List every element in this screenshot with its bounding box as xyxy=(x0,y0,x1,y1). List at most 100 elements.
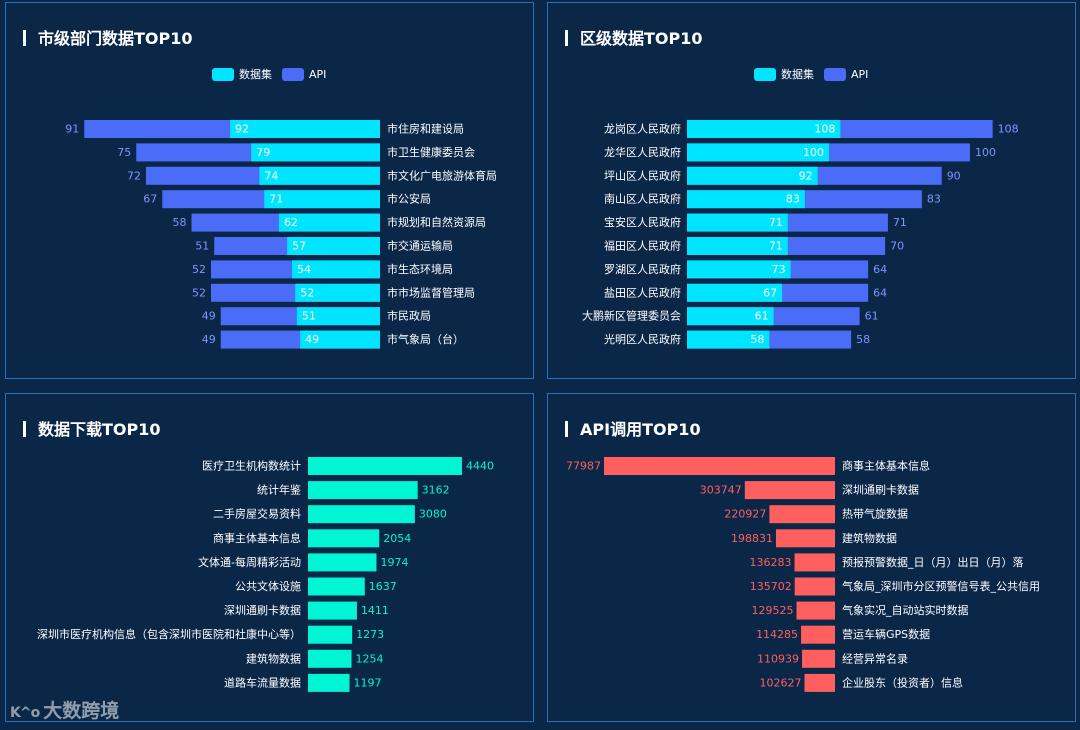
bar-dataset xyxy=(687,120,841,138)
category-label: 热带气旋数据 xyxy=(842,507,908,521)
bar xyxy=(744,481,835,500)
category-label: 深圳通刷卡数据 xyxy=(224,603,301,617)
value-label: 3080 xyxy=(419,508,447,521)
value-label: 110939 xyxy=(757,652,799,665)
value-label-dataset: 62 xyxy=(284,216,298,229)
category-label: 坪山区人民政府 xyxy=(604,168,681,182)
legend-swatch xyxy=(212,68,234,81)
value-label-dataset: 79 xyxy=(256,146,270,159)
value-label: 3162 xyxy=(422,484,450,497)
bar-dataset xyxy=(687,213,788,232)
watermark-text: 大数跨境 xyxy=(43,700,120,722)
panel-downloads: 数据下载TOP10 4440 医疗卫生机构数统计 3162 统计年鉴 3080 二手房屋交… xyxy=(5,393,534,722)
category-label: 市规划和自然资源局 xyxy=(387,215,486,229)
value-label-dataset: 61 xyxy=(755,310,769,323)
category-label: 市市场监督管理局 xyxy=(387,285,475,299)
legend-label: 数据集 xyxy=(239,67,272,81)
category-label: 商事主体基本信息 xyxy=(842,459,930,473)
bar-dataset xyxy=(264,190,380,209)
bar-dataset xyxy=(287,237,380,255)
value-label-api: 100 xyxy=(975,146,996,159)
bar xyxy=(801,625,835,644)
category-label: 医疗卫生机构数统计 xyxy=(202,459,301,473)
category-label: 二手房屋交易资料 xyxy=(213,507,301,521)
bar xyxy=(308,457,462,475)
bar-dataset xyxy=(687,190,805,209)
value-label: 102627 xyxy=(760,676,802,689)
panel-title: 区级数据TOP10 xyxy=(565,25,703,49)
panel-title: 数据下载TOP10 xyxy=(23,416,161,440)
bar xyxy=(308,577,365,596)
value-label-api: 67 xyxy=(143,193,157,206)
panel-districts: 区级数据TOP10 数据集 API 108 108 龙岗区人民政府 100 100 龙华区人民… xyxy=(547,2,1076,379)
category-label: 宝安区人民政府 xyxy=(604,215,681,229)
bar-dataset xyxy=(278,213,380,232)
watermark-logo-icon: K^o xyxy=(10,705,40,721)
value-label-api: 64 xyxy=(873,286,887,299)
bar xyxy=(804,673,835,692)
category-label: 龙华区人民政府 xyxy=(604,145,681,159)
bar-dataset xyxy=(251,143,380,162)
category-label: 光明区人民政府 xyxy=(604,332,681,346)
bar xyxy=(308,601,357,620)
value-label: 4440 xyxy=(466,460,494,473)
bar xyxy=(775,529,835,548)
value-label: 2054 xyxy=(383,532,411,545)
bar-dataset xyxy=(687,143,829,162)
value-label-dataset: 92 xyxy=(799,169,813,182)
value-label-dataset: 49 xyxy=(305,333,319,346)
category-label: 气象局_深圳市分区预警信号表_公共信用 xyxy=(842,579,1040,593)
panel-title: 市级部门数据TOP10 xyxy=(23,25,193,49)
value-label-dataset: 58 xyxy=(750,333,764,346)
value-label-api: 108 xyxy=(998,123,1019,136)
category-label: 盐田区人民政府 xyxy=(604,285,681,299)
category-label: 道路车流量数据 xyxy=(224,675,301,689)
value-label-dataset: 71 xyxy=(269,193,283,206)
bar xyxy=(604,457,835,475)
value-label: 129525 xyxy=(752,604,794,617)
legend: 数据集 API xyxy=(754,67,868,81)
category-label: 福田区人民政府 xyxy=(604,239,681,253)
value-label: 1197 xyxy=(354,676,382,689)
value-label-dataset: 74 xyxy=(264,169,278,182)
category-label: 罗湖区人民政府 xyxy=(604,262,681,276)
value-label: 198831 xyxy=(731,532,773,545)
bar xyxy=(794,577,835,596)
value-label-dataset: 54 xyxy=(297,263,311,276)
category-label: 建筑物数据 xyxy=(842,531,897,545)
value-label-api: 70 xyxy=(890,240,904,253)
bar-dataset xyxy=(300,330,380,349)
value-label: 1974 xyxy=(380,556,408,569)
category-label: 经营异常名录 xyxy=(842,651,908,665)
value-label-api: 71 xyxy=(893,216,907,229)
category-label: 市文化广电旅游体育局 xyxy=(387,168,497,182)
value-label-dataset: 83 xyxy=(786,193,800,206)
value-label-api: 64 xyxy=(873,263,887,276)
bar-dataset xyxy=(687,237,788,255)
legend-swatch xyxy=(282,68,304,81)
value-label-api: 58 xyxy=(173,216,187,229)
legend-label: API xyxy=(851,68,868,81)
category-label: 大鹏新区管理委员会 xyxy=(582,309,681,323)
bar xyxy=(308,649,352,668)
value-label-dataset: 100 xyxy=(803,146,824,159)
category-label: 市生态环境局 xyxy=(387,262,453,276)
category-label: 龙岗区人民政府 xyxy=(604,122,681,136)
legend-label: API xyxy=(309,68,326,81)
value-label-dataset: 57 xyxy=(292,240,306,253)
value-label-api: 52 xyxy=(192,263,206,276)
bar-dataset xyxy=(296,307,380,326)
category-label: 预报预警数据_日（月）出日（月）落 xyxy=(842,555,1024,569)
category-label: 南山区人民政府 xyxy=(604,192,681,206)
category-label: 深圳市医疗机构信息（包含深圳市医院和社康中心等） xyxy=(37,627,301,641)
category-label: 市气象局（台） xyxy=(387,332,464,346)
value-label: 135702 xyxy=(750,580,792,593)
bar xyxy=(308,553,377,572)
value-label-dataset: 51 xyxy=(302,310,316,323)
value-label-dataset: 52 xyxy=(300,286,314,299)
chart-svg: 数据集 API 108 108 龙岗区人民政府 100 100 龙华区人民政府 90 92 坪山区人… xyxy=(582,67,1019,349)
legend-swatch xyxy=(754,68,776,81)
chart-svg: 4440 医疗卫生机构数统计 3162 统计年鉴 3080 二手房屋交易资料 2054 商事主… xyxy=(37,457,494,692)
category-label: 气象实况_自动站实时数据 xyxy=(842,603,969,617)
category-label: 企业股东（投资者）信息 xyxy=(842,675,963,689)
